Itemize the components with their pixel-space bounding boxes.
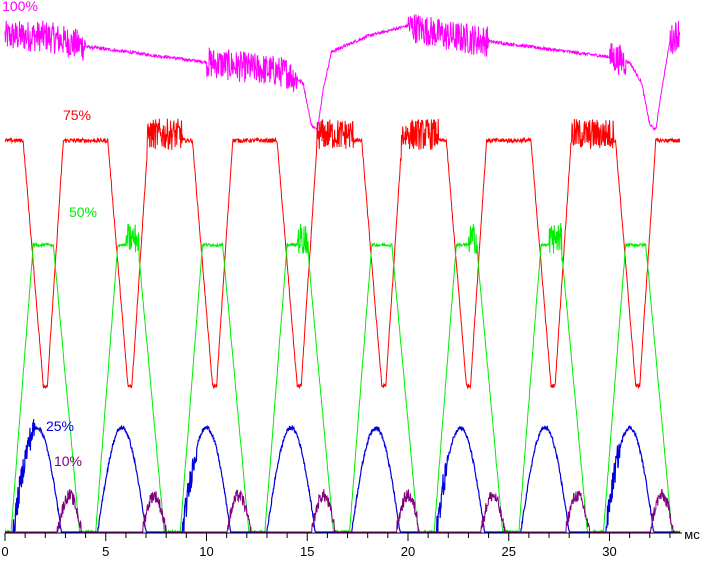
series-layer: [4, 14, 681, 534]
x-tick-label: 25: [501, 544, 515, 559]
series-50-line: [4, 222, 681, 534]
series-75-line: [4, 118, 681, 390]
series-label-75: 75%: [63, 107, 91, 123]
x-tick-label: 0: [1, 544, 8, 559]
x-axis: 0 5 10 15 20 25 30 мс: [1, 527, 700, 559]
series-label-50: 50%: [69, 204, 97, 220]
series-100-line: [4, 14, 681, 132]
series-label-10: 10%: [54, 453, 82, 469]
x-axis-unit-label: мс: [684, 527, 700, 542]
x-tick-label: 5: [102, 544, 109, 559]
series-labels: 100% 75% 50% 25% 10%: [2, 0, 97, 469]
x-tick-label: 20: [401, 544, 415, 559]
series-label-100: 100%: [2, 0, 38, 14]
x-tick-label: 30: [602, 544, 616, 559]
x-tick-label: 15: [300, 544, 314, 559]
series-label-25: 25%: [46, 418, 74, 434]
x-tick-label: 10: [199, 544, 213, 559]
series-10-line: [5, 489, 680, 534]
